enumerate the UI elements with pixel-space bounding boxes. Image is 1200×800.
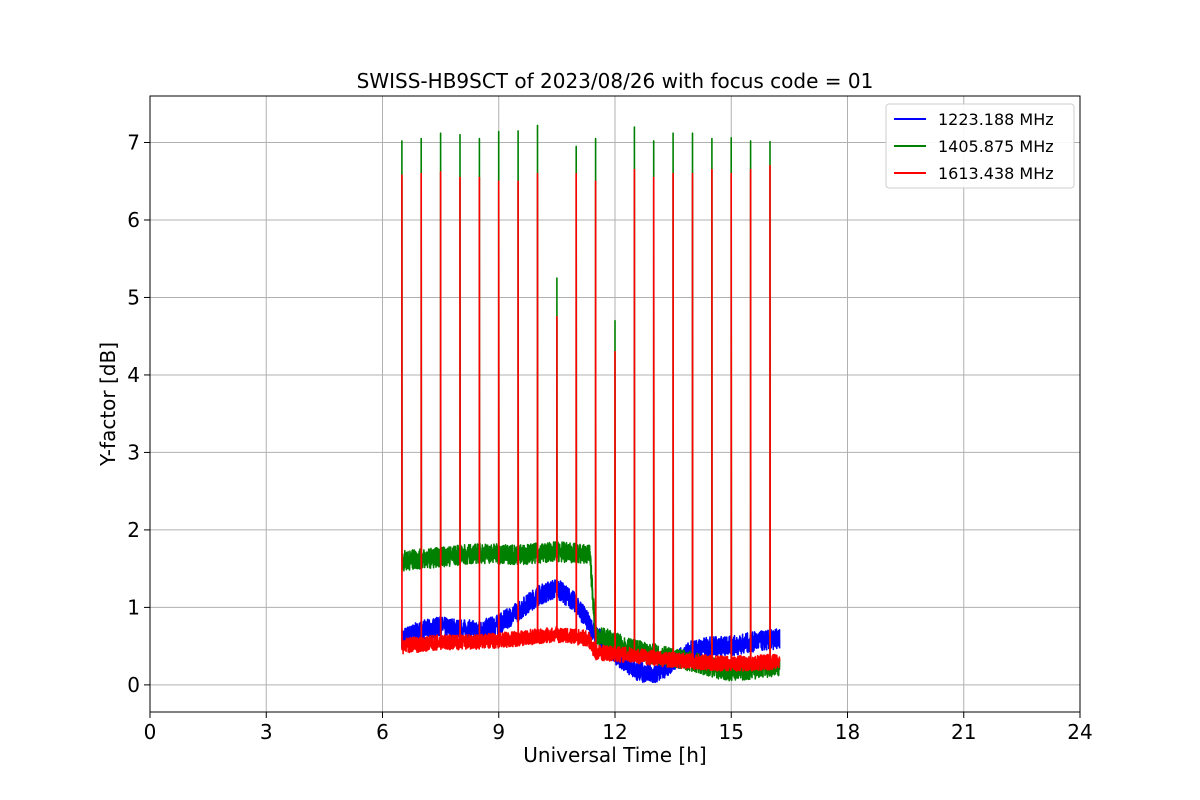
chart-title: SWISS-HB9SCT of 2023/08/26 with focus co… — [357, 69, 874, 93]
y-tick-label: 2 — [127, 518, 140, 542]
x-tick-label: 9 — [492, 720, 505, 744]
x-tick-label: 18 — [835, 720, 860, 744]
legend-label: 1223.188 MHz — [938, 110, 1054, 129]
x-tick-label: 21 — [951, 720, 976, 744]
x-tick-label: 6 — [376, 720, 389, 744]
y-axis-label: Y-factor [dB] — [96, 342, 120, 467]
legend-box — [885, 103, 1075, 189]
y-tick-label: 1 — [127, 595, 140, 619]
legend-label: 1613.438 MHz — [938, 164, 1054, 183]
x-tick-label: 15 — [719, 720, 744, 744]
y-tick-label: 3 — [127, 440, 140, 464]
x-tick-label: 24 — [1067, 720, 1092, 744]
y-tick-label: 4 — [127, 363, 140, 387]
series-red-line — [401, 164, 781, 672]
x-tick-label: 3 — [260, 720, 273, 744]
x-tick-label: 12 — [602, 720, 627, 744]
x-tick-label: 0 — [144, 720, 157, 744]
series-layer — [401, 124, 781, 684]
y-tick-label: 6 — [127, 208, 140, 232]
legend-label: 1405.875 MHz — [938, 137, 1054, 156]
series-blue-line — [401, 579, 781, 684]
y-tick-label: 5 — [127, 285, 140, 309]
legend: 1223.188 MHz 1405.875 MHz 1613.438 MHz — [885, 103, 1075, 189]
x-axis-label: Universal Time [h] — [523, 743, 706, 767]
y-tick-label: 7 — [127, 130, 140, 154]
y-tick-label: 0 — [127, 673, 140, 697]
